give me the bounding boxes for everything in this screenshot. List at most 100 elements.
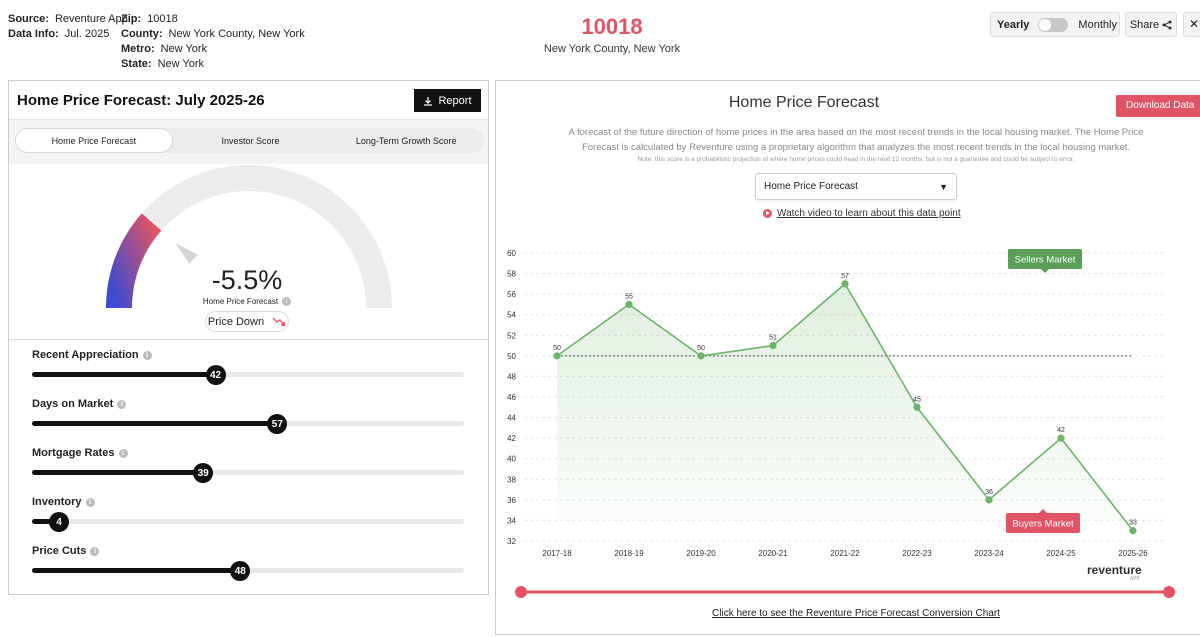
conversion-chart-link[interactable]: Click here to see the Reventure Price Fo… (712, 608, 1000, 619)
x-axis-ticks: 2017-18 2018-19 2019-20 2020-21 2021-22 2022-… (542, 549, 1148, 558)
y-tick-label: 50 (507, 352, 516, 361)
source-value: Reventure App (54, 13, 128, 25)
metric-fill (32, 568, 241, 573)
data-labels: 50 55 50 51 57 45 36 42 33 (553, 273, 1137, 527)
info-icon[interactable]: i (118, 448, 128, 458)
forecast-gauge (106, 165, 392, 309)
info-icon[interactable]: i (85, 497, 95, 507)
tab-home-price-forecast[interactable]: Home Price Forecast (15, 128, 173, 153)
data-point (769, 341, 777, 350)
state-label: State: (121, 58, 152, 70)
metric-value-knob: 42 (205, 365, 226, 385)
county-subheading: New York County, New York (543, 43, 681, 55)
metric-value-knob: 39 (193, 463, 214, 483)
close-button[interactable]: ✕ (1183, 12, 1200, 37)
period-toggle[interactable]: Yearly Monthly (990, 12, 1120, 37)
play-icon (763, 209, 772, 218)
x-tick-label: 2020-21 (758, 549, 788, 558)
data-label: 42 (1057, 427, 1065, 434)
period-switch[interactable] (1038, 17, 1069, 32)
zip-heading: 10018 (581, 14, 643, 39)
location-info: Zip: 10018 County: New York County, New Yo… (121, 12, 305, 72)
metric-select[interactable]: Home Price Forecast ▼ (755, 173, 957, 200)
y-tick-label: 34 (507, 516, 516, 525)
y-tick-label: 36 (507, 496, 516, 505)
panel-title: Home Price Forecast: July 2025-26 (17, 92, 265, 109)
metro-label: Metro: (121, 43, 155, 55)
y-tick-label: 56 (507, 290, 516, 299)
y-tick-label: 42 (507, 434, 516, 443)
y-tick-label: 48 (507, 372, 516, 381)
state-value: New York (157, 58, 205, 70)
info-icon[interactable]: i (117, 399, 127, 409)
x-tick-label: 2017-18 (542, 549, 572, 558)
tab-long-term-growth-score[interactable]: Long-Term Growth Score (355, 135, 457, 146)
metric-price-cuts: Price Cuts i 48 (32, 545, 464, 581)
yearly-label[interactable]: Yearly (997, 18, 1030, 31)
badge-box (1006, 513, 1080, 533)
forecast-area (557, 283, 1133, 531)
panel-divider (9, 339, 488, 340)
gauge-needle (175, 243, 198, 264)
x-tick-label: 2019-20 (686, 549, 716, 558)
watch-video-label: Watch video to learn about this data poi… (777, 208, 961, 219)
forecast-label-text: Home Price Forecast (202, 297, 279, 306)
monthly-label[interactable]: Monthly (1078, 18, 1117, 31)
forecast-summary-panel: Home Price Forecast: July 2025-26 Report… (8, 80, 489, 595)
metric-inventory: Inventory i 4 (32, 496, 464, 532)
download-data-button[interactable]: Download Data (1116, 95, 1200, 117)
data-label: 55 (625, 293, 633, 300)
share-button[interactable]: Share (1125, 12, 1177, 37)
data-label: 33 (1129, 520, 1137, 527)
source-label: Source: (8, 13, 49, 25)
share-icon (1162, 20, 1172, 29)
metric-select-value: Home Price Forecast (764, 181, 858, 192)
y-tick-label: 54 (507, 311, 516, 320)
market-annotations: Sellers Market Buyers Market (1006, 249, 1082, 533)
data-point (625, 300, 633, 309)
y-tick-label: 44 (507, 414, 516, 423)
y-tick-label: 32 (507, 537, 516, 546)
data-point (697, 352, 705, 360)
gauge-fill (106, 213, 162, 309)
sellers-market-badge: Sellers Market (1008, 249, 1082, 273)
trend-down-icon (272, 317, 286, 326)
report-button[interactable]: Report (414, 89, 481, 112)
y-tick-label: 38 (507, 475, 516, 484)
data-label: 36 (985, 489, 993, 496)
watch-video-link[interactable]: Watch video to learn about this data poi… (763, 208, 961, 219)
metro-value: New York (160, 43, 208, 55)
x-tick-label: 2024-25 (1046, 549, 1076, 558)
tab-investor-score[interactable]: Investor Score (221, 135, 280, 146)
x-tick-label: 2022-23 (902, 549, 932, 558)
info-icon[interactable]: i (90, 546, 100, 556)
county-label: County: (121, 28, 163, 40)
badge-pointer (1039, 509, 1047, 513)
chart-description: A forecast of the future direction of ho… (568, 127, 1144, 153)
info-icon[interactable]: i (142, 350, 152, 360)
data-label: 45 (913, 396, 921, 403)
zip-label: Zip: (121, 13, 142, 25)
data-point (985, 496, 993, 504)
reventure-logo-sub: APP (1130, 576, 1141, 582)
location-heading: 10018 New York County, New York (512, 14, 712, 55)
date-range-slider[interactable] (512, 583, 1182, 601)
metric-track (32, 372, 464, 377)
forecast-value: -5.5% (211, 265, 283, 295)
forecast-label: Home Price Forecast i (157, 297, 337, 307)
chart-title: Home Price Forecast (728, 94, 880, 111)
metric-value-knob: 57 (267, 414, 288, 434)
info-icon[interactable]: i (282, 297, 292, 307)
metric-label: Inventory (32, 496, 82, 508)
forecast-chart-panel: Home Price Forecast Download Data A fore… (495, 80, 1200, 635)
data-info-label: Data Info: (8, 28, 59, 40)
score-tabs: Home Price Forecast Investor Score Long-… (15, 128, 484, 153)
metric-value-knob: 48 (230, 561, 251, 581)
badge-label: Sellers Market (1015, 255, 1076, 266)
data-point (553, 352, 561, 360)
y-tick-label: 52 (507, 331, 516, 340)
source-info: Source: Reventure App Data Info: Jul. 2025 (8, 12, 128, 42)
metric-recent-appreciation: Recent Appreciation i 42 (32, 349, 464, 385)
download-icon (424, 96, 433, 106)
data-point (841, 280, 849, 288)
